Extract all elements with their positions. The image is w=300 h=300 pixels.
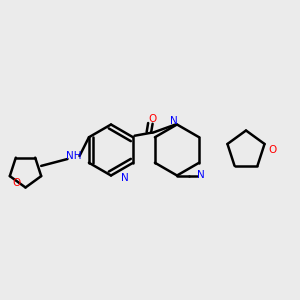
- Text: O: O: [13, 178, 21, 188]
- Text: O: O: [268, 145, 276, 155]
- Text: O: O: [148, 114, 157, 124]
- Text: N: N: [197, 170, 205, 181]
- Text: N: N: [170, 116, 178, 127]
- Text: N: N: [122, 173, 129, 183]
- Text: NH: NH: [66, 151, 81, 161]
